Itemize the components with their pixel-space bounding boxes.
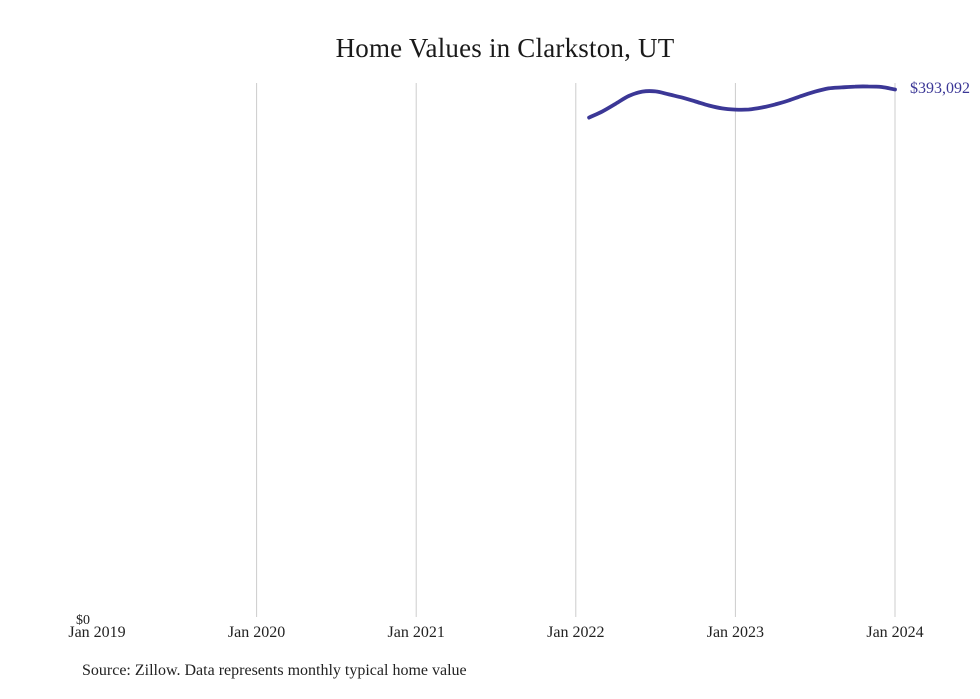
home-value-series-line (587, 84, 897, 120)
end-value-annotation: $393,092 (910, 79, 970, 97)
x-axis-tick-label: Jan 2020 (227, 624, 286, 641)
x-axis-tick-label: Jan 2024 (866, 624, 924, 641)
x-axis-tick-label: Jan 2022 (547, 624, 605, 641)
chart-title: Home Values in Clarkston, UT (335, 33, 675, 63)
x-axis-tick-label: Jan 2021 (387, 624, 445, 641)
y-axis-zero-label: $0 (76, 613, 90, 628)
x-axis-tick-label: Jan 2023 (706, 624, 765, 641)
x-axis-tick-label: Jan 2019 (68, 624, 126, 641)
source-note: Source: Zillow. Data represents monthly … (82, 662, 467, 679)
